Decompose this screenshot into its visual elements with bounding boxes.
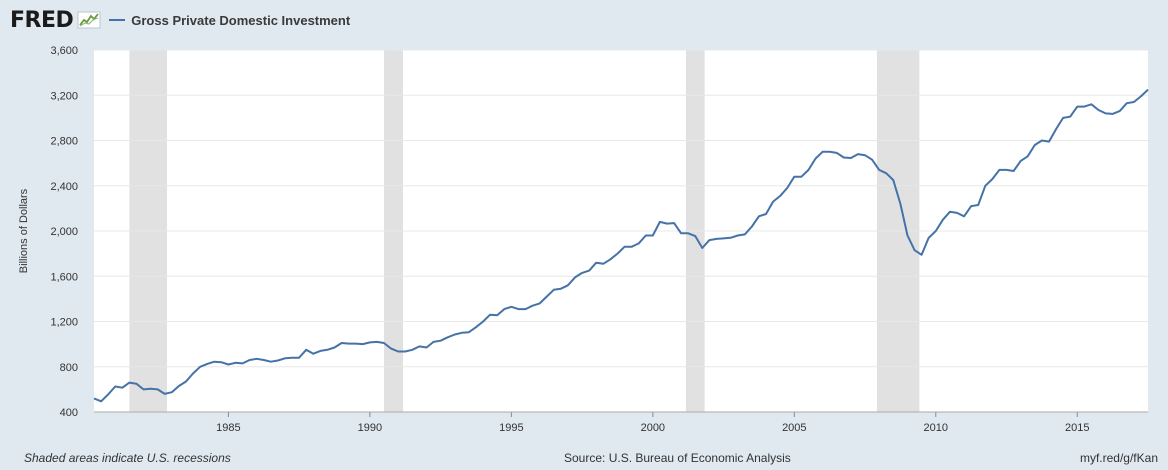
header: FRED Gross Private Domestic Investment <box>10 6 350 34</box>
gridlines <box>94 49 1148 368</box>
x-tick-label: 1995 <box>499 422 523 434</box>
x-tick-label: 1990 <box>358 422 382 434</box>
y-tick-label: 1,600 <box>50 271 78 283</box>
x-tick-label: 2015 <box>1065 422 1089 434</box>
short-link[interactable]: myf.red/g/fKan <box>1079 451 1158 465</box>
legend-line-swatch <box>109 19 126 21</box>
y-tick-label: 2,400 <box>50 181 78 193</box>
recession-note: Shaded areas indicate U.S. recessions <box>24 451 231 465</box>
source-text: Source: U.S. Bureau of Economic Analysis <box>564 451 791 465</box>
y-axis-label: Billions of Dollars <box>18 188 30 273</box>
y-tick-label: 800 <box>60 362 78 374</box>
x-tick-label: 2005 <box>782 422 806 434</box>
x-tick-label: 2000 <box>641 422 665 434</box>
y-tick-label: 1,200 <box>50 317 78 329</box>
y-tick-label: 3,200 <box>50 90 78 102</box>
legend: Gross Private Domestic Investment <box>109 13 350 28</box>
y-tick-label: 3,600 <box>50 45 78 57</box>
x-tick-label: 2010 <box>924 422 948 434</box>
axes: 400 800 1,200 1,600 2,000 2,400 2,800 3,200 3,60… <box>50 45 1148 434</box>
x-tick-label: 1985 <box>216 422 240 434</box>
line-chart-icon <box>77 11 101 29</box>
y-tick-label: 400 <box>60 407 78 419</box>
fred-logo[interactable]: FRED <box>10 7 74 33</box>
y-tick-label: 2,800 <box>50 136 78 148</box>
series-line <box>93 88 1149 403</box>
y-tick-label: 2,000 <box>50 226 78 238</box>
series-layer <box>93 88 1149 403</box>
chart-title: Gross Private Domestic Investment <box>131 12 351 28</box>
